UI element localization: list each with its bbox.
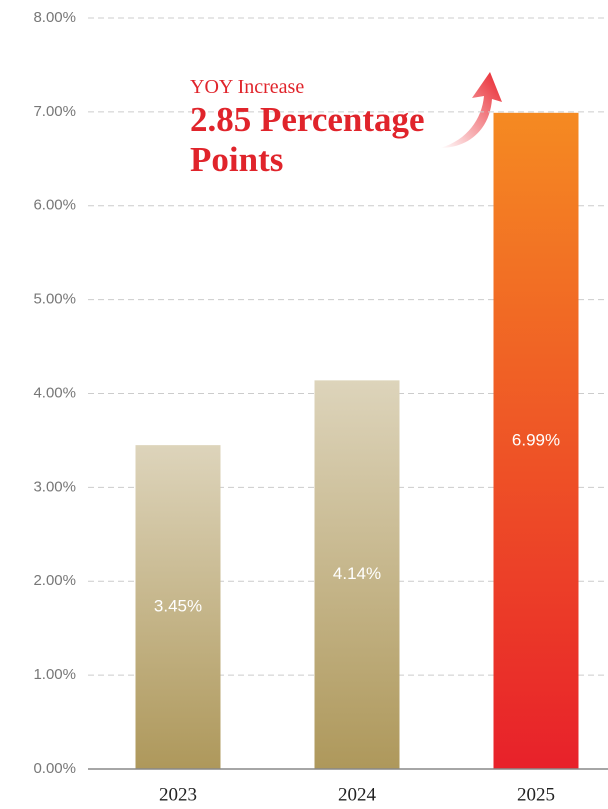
bar [493, 112, 579, 770]
arrow [440, 72, 502, 148]
y-tick-label: 0.00% [33, 760, 76, 777]
x-tick-label: 2023 [159, 784, 197, 805]
x-tick-label: 2024 [338, 784, 377, 805]
annotation-subtitle: YOY Increase [190, 76, 305, 98]
y-tick-label: 7.00% [33, 103, 76, 120]
x-tick-label: 2025 [517, 784, 555, 805]
value-label: 6.99% [512, 430, 560, 449]
y-tick-label: 3.00% [33, 478, 76, 495]
annotation: YOY Increase 2.85 Percentage Points [190, 74, 460, 180]
bar [314, 380, 400, 769]
value-label: 4.14% [333, 564, 381, 583]
bar [135, 445, 221, 769]
y-tick-label: 5.00% [33, 291, 76, 308]
value-label: 3.45% [154, 597, 202, 616]
y-tick-label: 1.00% [33, 666, 76, 683]
y-tick-label: 2.00% [33, 572, 76, 589]
y-tick-label: 4.00% [33, 384, 76, 401]
y-tick-label: 6.00% [33, 197, 76, 214]
annotation-text: 2.85 Percentage Points [190, 100, 425, 179]
y-tick-label: 8.00% [33, 9, 76, 26]
